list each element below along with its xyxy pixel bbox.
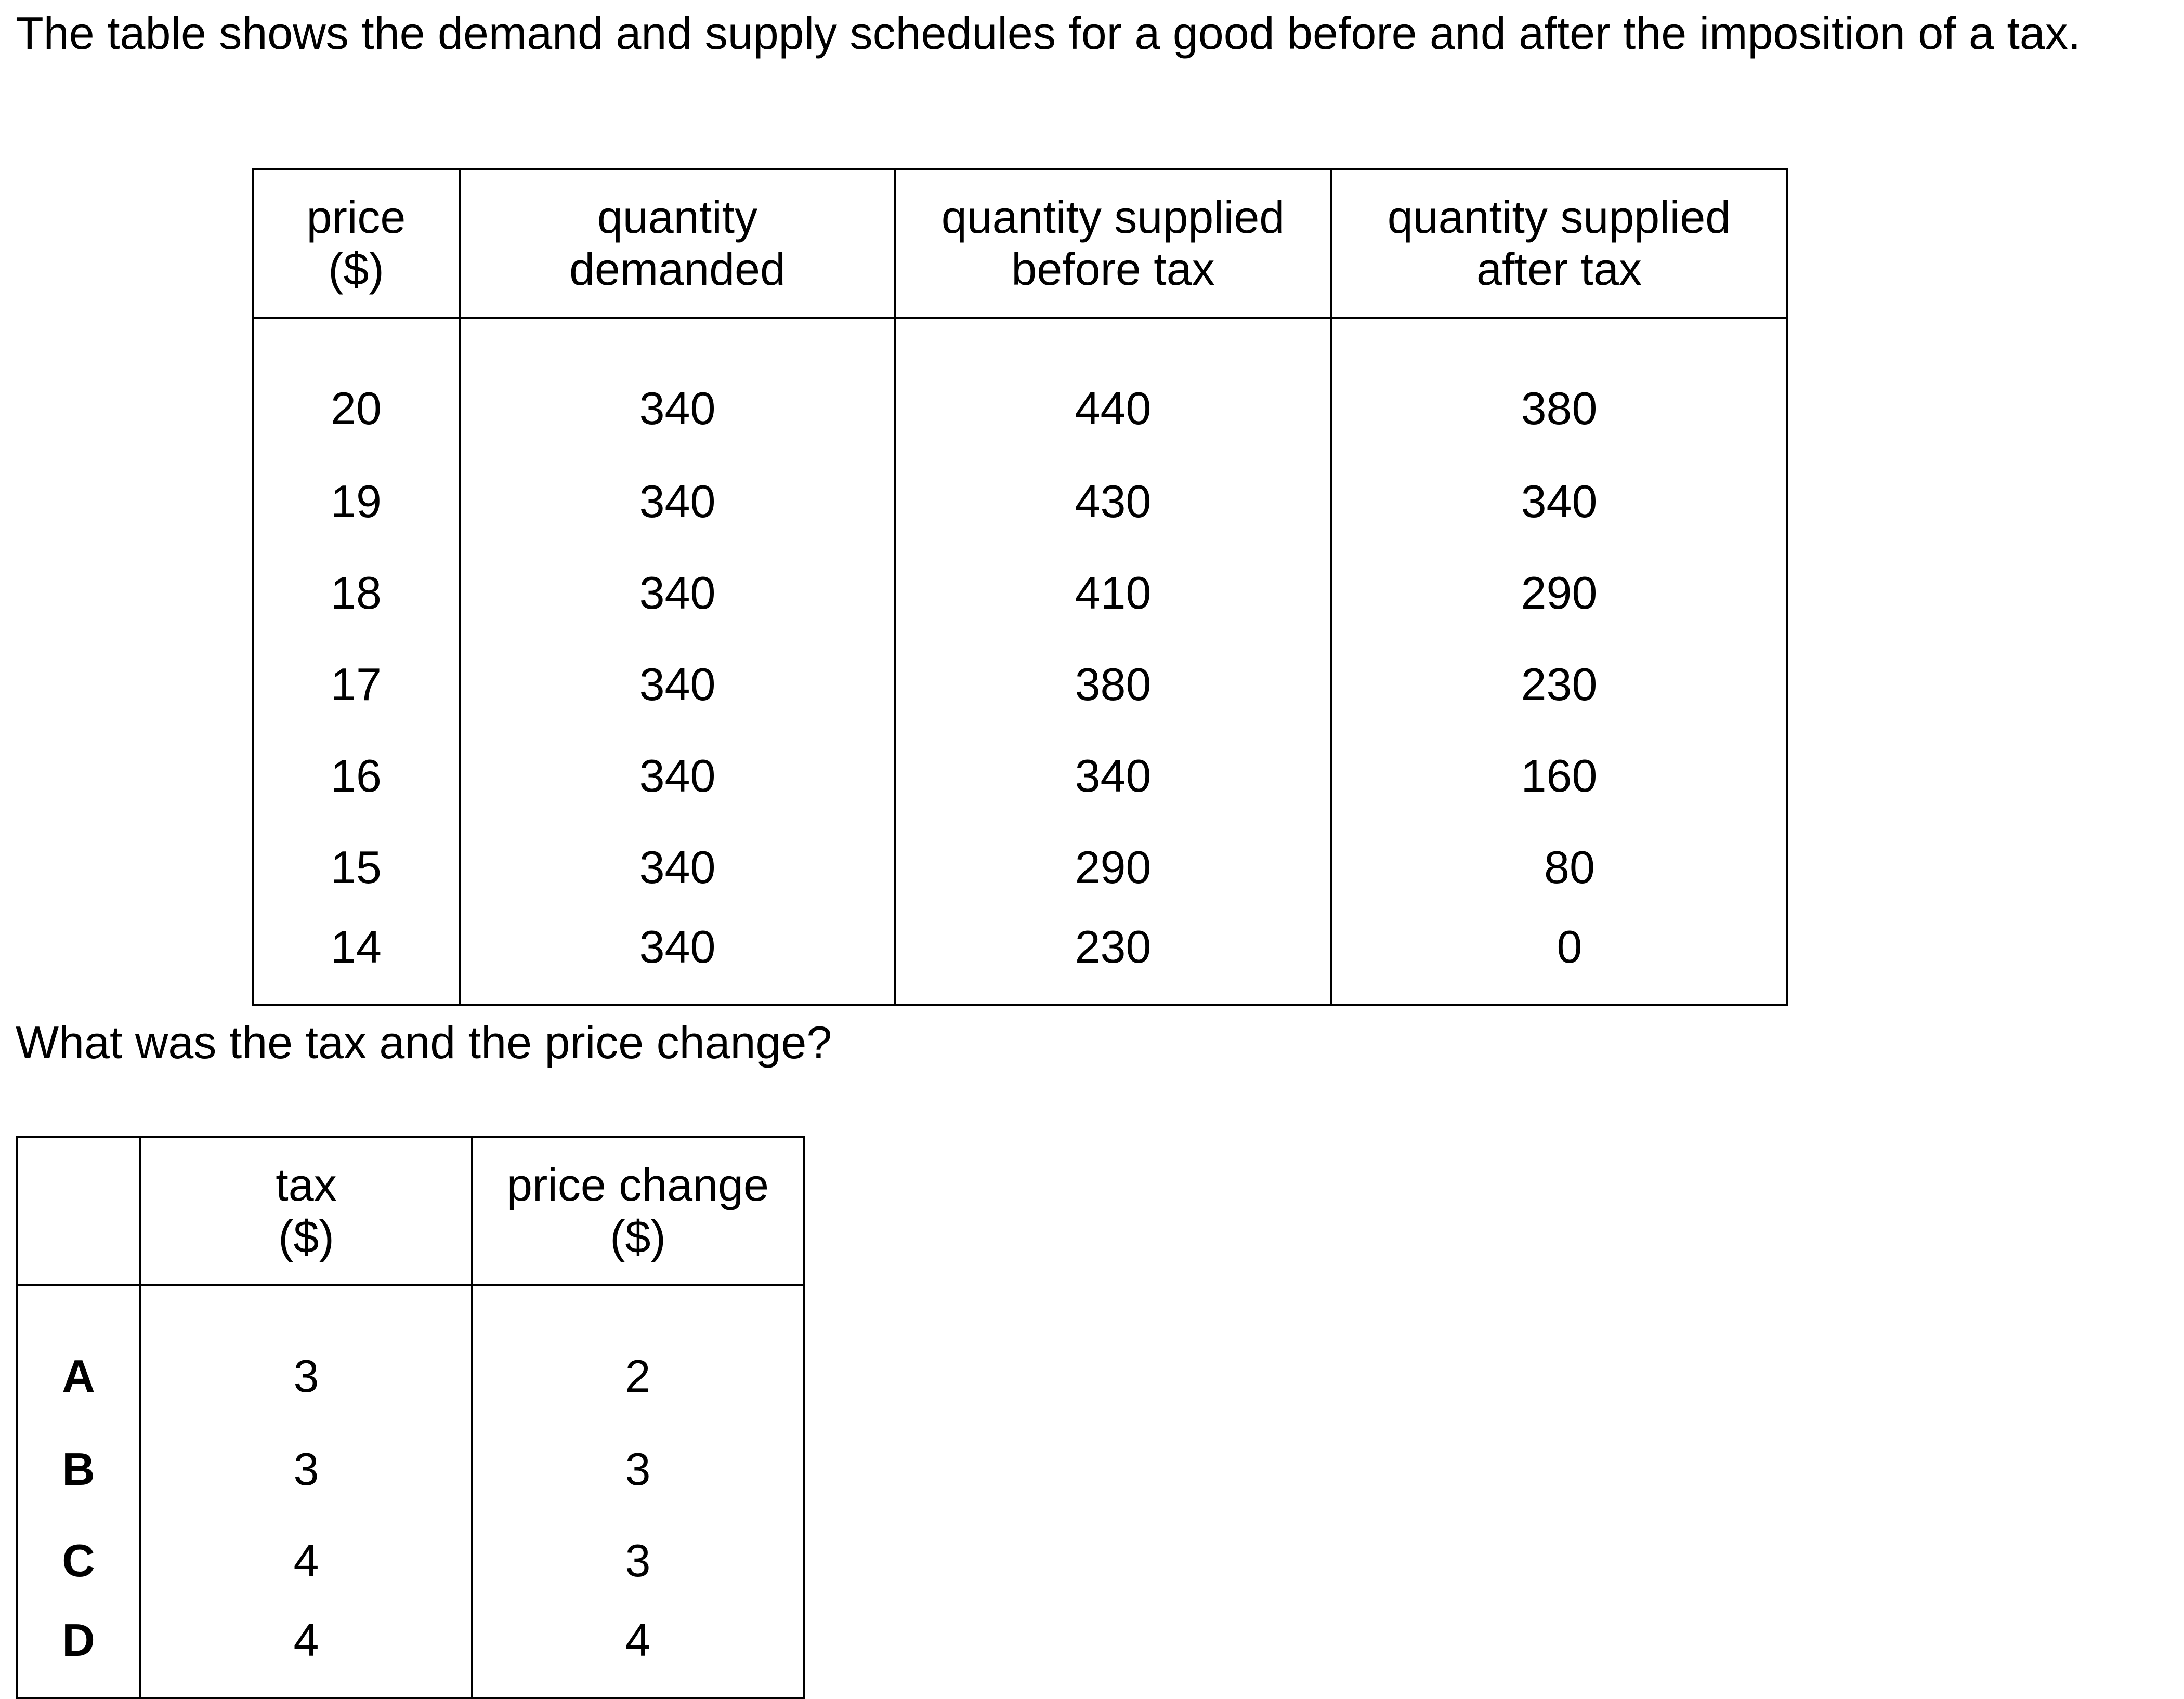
- option-tax: 4: [139, 1606, 473, 1699]
- header-quantity-demanded: quantity demanded: [459, 168, 896, 319]
- options-header-row: tax ($) price change ($): [16, 1136, 805, 1286]
- table-row: 17 340 380 230: [252, 639, 1788, 730]
- header-price-change-unit: ($): [610, 1211, 666, 1262]
- cell-quantity-demanded: 340: [459, 730, 896, 822]
- option-letter[interactable]: A: [16, 1285, 141, 1424]
- cell-quantity-supplied-after: 380: [1330, 318, 1788, 456]
- option-row[interactable]: C 4 3: [16, 1515, 805, 1606]
- cell-quantity-supplied-before: 430: [894, 456, 1332, 547]
- option-row[interactable]: A 3 2: [16, 1285, 805, 1424]
- cell-quantity-demanded: 340: [459, 639, 896, 730]
- table-row: 16 340 340 160: [252, 730, 1788, 822]
- cell-quantity-supplied-before: 380: [894, 639, 1332, 730]
- header-qd-line1: quantity: [597, 191, 758, 243]
- cell-price: 18: [252, 547, 461, 639]
- cell-quantity-supplied-after: 160: [1330, 730, 1788, 822]
- header-qsa-line2: after tax: [1476, 243, 1642, 295]
- options-table: tax ($) price change ($) A 3 2 B 3 3 C 4…: [16, 1136, 805, 1699]
- header-price-unit: ($): [328, 243, 384, 295]
- table-row: 19 340 430 340: [252, 456, 1788, 547]
- cell-quantity-supplied-before: 230: [894, 913, 1332, 1006]
- cell-quantity-supplied-before: 290: [894, 822, 1332, 913]
- table-row: 14 340 230 0: [252, 913, 1788, 1006]
- header-quantity-supplied-after: quantity supplied after tax: [1330, 168, 1788, 319]
- cell-price: 17: [252, 639, 461, 730]
- header-qsb-line2: before tax: [1011, 243, 1215, 295]
- question-text: What was the tax and the price change?: [16, 1017, 832, 1068]
- header-price-label: price: [306, 191, 406, 243]
- cell-quantity-supplied-after: 0: [1330, 913, 1788, 1006]
- header-price-change: price change ($): [471, 1136, 805, 1286]
- option-tax: 3: [139, 1424, 473, 1515]
- table-row: 20 340 440 380: [252, 318, 1788, 456]
- option-row[interactable]: D 4 4: [16, 1606, 805, 1699]
- header-qsb-line1: quantity supplied: [941, 191, 1285, 243]
- cell-quantity-demanded: 340: [459, 822, 896, 913]
- option-letter[interactable]: B: [16, 1424, 141, 1515]
- option-tax: 3: [139, 1285, 473, 1424]
- cell-quantity-supplied-after: 230: [1330, 639, 1788, 730]
- header-qd-line2: demanded: [569, 243, 786, 295]
- cell-quantity-demanded: 340: [459, 547, 896, 639]
- cell-price: 19: [252, 456, 461, 547]
- cell-quantity-supplied-before: 440: [894, 318, 1332, 456]
- cell-price: 15: [252, 822, 461, 913]
- option-price-change: 3: [471, 1424, 805, 1515]
- table-row: 15 340 290 80: [252, 822, 1788, 913]
- option-price-change: 3: [471, 1515, 805, 1606]
- header-tax-unit: ($): [278, 1211, 334, 1262]
- cell-quantity-supplied-before: 410: [894, 547, 1332, 639]
- header-option-letter: [16, 1136, 141, 1286]
- schedule-table: price ($) quantity demanded quantity sup…: [252, 168, 1788, 1006]
- option-tax: 4: [139, 1515, 473, 1606]
- header-tax: tax ($): [139, 1136, 473, 1286]
- option-price-change: 2: [471, 1285, 805, 1424]
- cell-quantity-supplied-after: 290: [1330, 547, 1788, 639]
- header-tax-label: tax: [276, 1159, 337, 1210]
- cell-quantity-demanded: 340: [459, 456, 896, 547]
- option-row[interactable]: B 3 3: [16, 1424, 805, 1515]
- option-price-change: 4: [471, 1606, 805, 1699]
- cell-quantity-demanded: 340: [459, 913, 896, 1006]
- header-quantity-supplied-before: quantity supplied before tax: [894, 168, 1332, 319]
- cell-quantity-demanded: 340: [459, 318, 896, 456]
- intro-text: The table shows the demand and supply sc…: [16, 7, 2081, 59]
- cell-quantity-supplied-after: 340: [1330, 456, 1788, 547]
- header-price-change-label: price change: [507, 1159, 769, 1210]
- cell-price: 20: [252, 318, 461, 456]
- option-letter[interactable]: D: [16, 1606, 141, 1699]
- cell-price: 14: [252, 913, 461, 1006]
- header-qsa-line1: quantity supplied: [1387, 191, 1731, 243]
- option-letter[interactable]: C: [16, 1515, 141, 1606]
- cell-quantity-supplied-before: 340: [894, 730, 1332, 822]
- cell-price: 16: [252, 730, 461, 822]
- header-price: price ($): [252, 168, 461, 319]
- table-row: 18 340 410 290: [252, 547, 1788, 639]
- cell-quantity-supplied-after: 80: [1330, 822, 1788, 913]
- schedule-header-row: price ($) quantity demanded quantity sup…: [252, 168, 1788, 319]
